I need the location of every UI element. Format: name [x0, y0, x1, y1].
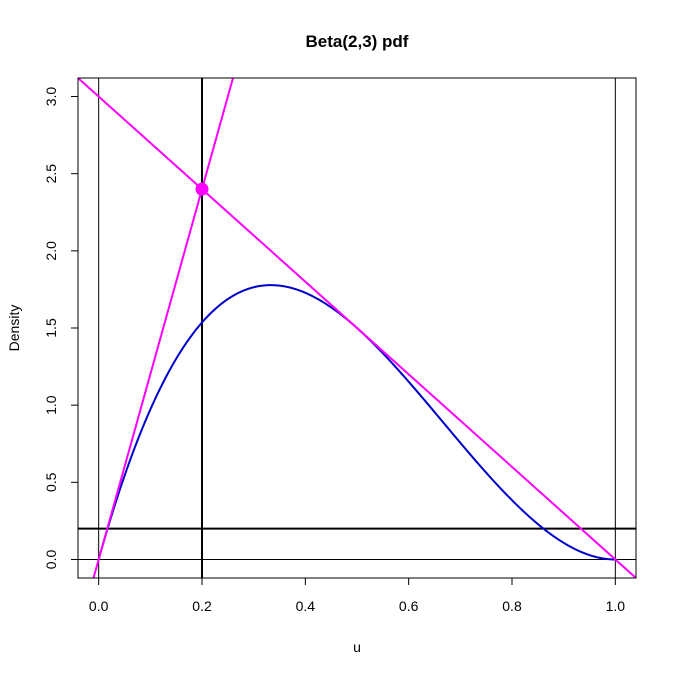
x-tick-label: 0.8	[502, 598, 522, 614]
series-layer	[78, 78, 636, 578]
y-tick-label: 2.0	[43, 241, 59, 261]
y-tick-label: 3.0	[43, 87, 59, 107]
x-tick-label: 1.0	[606, 598, 626, 614]
y-axis: 0.0 0.5 1.0 1.5 2.0 2.5 3.0	[43, 87, 79, 570]
x-tick-label: 0.2	[192, 598, 212, 614]
points-layer	[195, 182, 209, 196]
y-tick-label: 1.0	[43, 395, 59, 415]
magenta-line-2	[78, 78, 636, 578]
y-tick-label: 2.5	[43, 164, 59, 184]
x-tick-label: 0.4	[296, 598, 316, 614]
y-tick-label: 1.5	[43, 318, 59, 338]
x-axis: 0.0 0.2 0.4 0.6 0.8 1.0	[89, 577, 626, 614]
y-axis-label: Density	[6, 305, 22, 352]
y-tick-label: 0.0	[43, 550, 59, 570]
y-tick-label: 0.5	[43, 472, 59, 492]
chart-title: Beta(2,3) pdf	[306, 32, 409, 51]
x-axis-label: u	[353, 639, 361, 655]
magenta-line-1	[92, 78, 234, 578]
x-tick-label: 0.6	[399, 598, 419, 614]
intersection-point	[195, 182, 209, 196]
x-tick-label: 0.0	[89, 598, 109, 614]
density-curve	[97, 284, 616, 561]
